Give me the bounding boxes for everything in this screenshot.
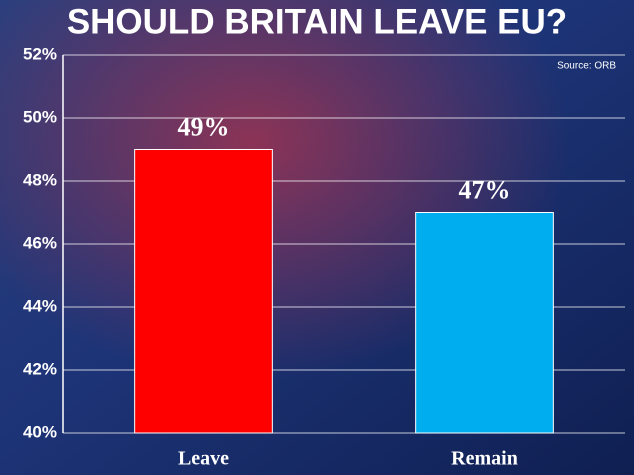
- bar: [415, 212, 554, 434]
- chart-title: SHOULD BRITAIN LEAVE EU?: [67, 2, 567, 41]
- value-label: 47%: [459, 175, 511, 204]
- bar: [134, 149, 273, 434]
- y-tick-label: 44%: [23, 296, 57, 315]
- source-note: Source: ORB: [557, 61, 616, 72]
- value-label: 49%: [178, 112, 230, 141]
- y-tick-label: 52%: [23, 44, 57, 63]
- y-tick-label: 42%: [23, 359, 57, 378]
- x-tick-label: Remain: [451, 448, 518, 470]
- y-tick-label: 50%: [23, 107, 57, 126]
- y-tick-label: 46%: [23, 233, 57, 252]
- y-tick-label: 40%: [23, 422, 57, 441]
- y-tick-label: 48%: [23, 170, 57, 189]
- x-tick-label: Leave: [178, 448, 229, 470]
